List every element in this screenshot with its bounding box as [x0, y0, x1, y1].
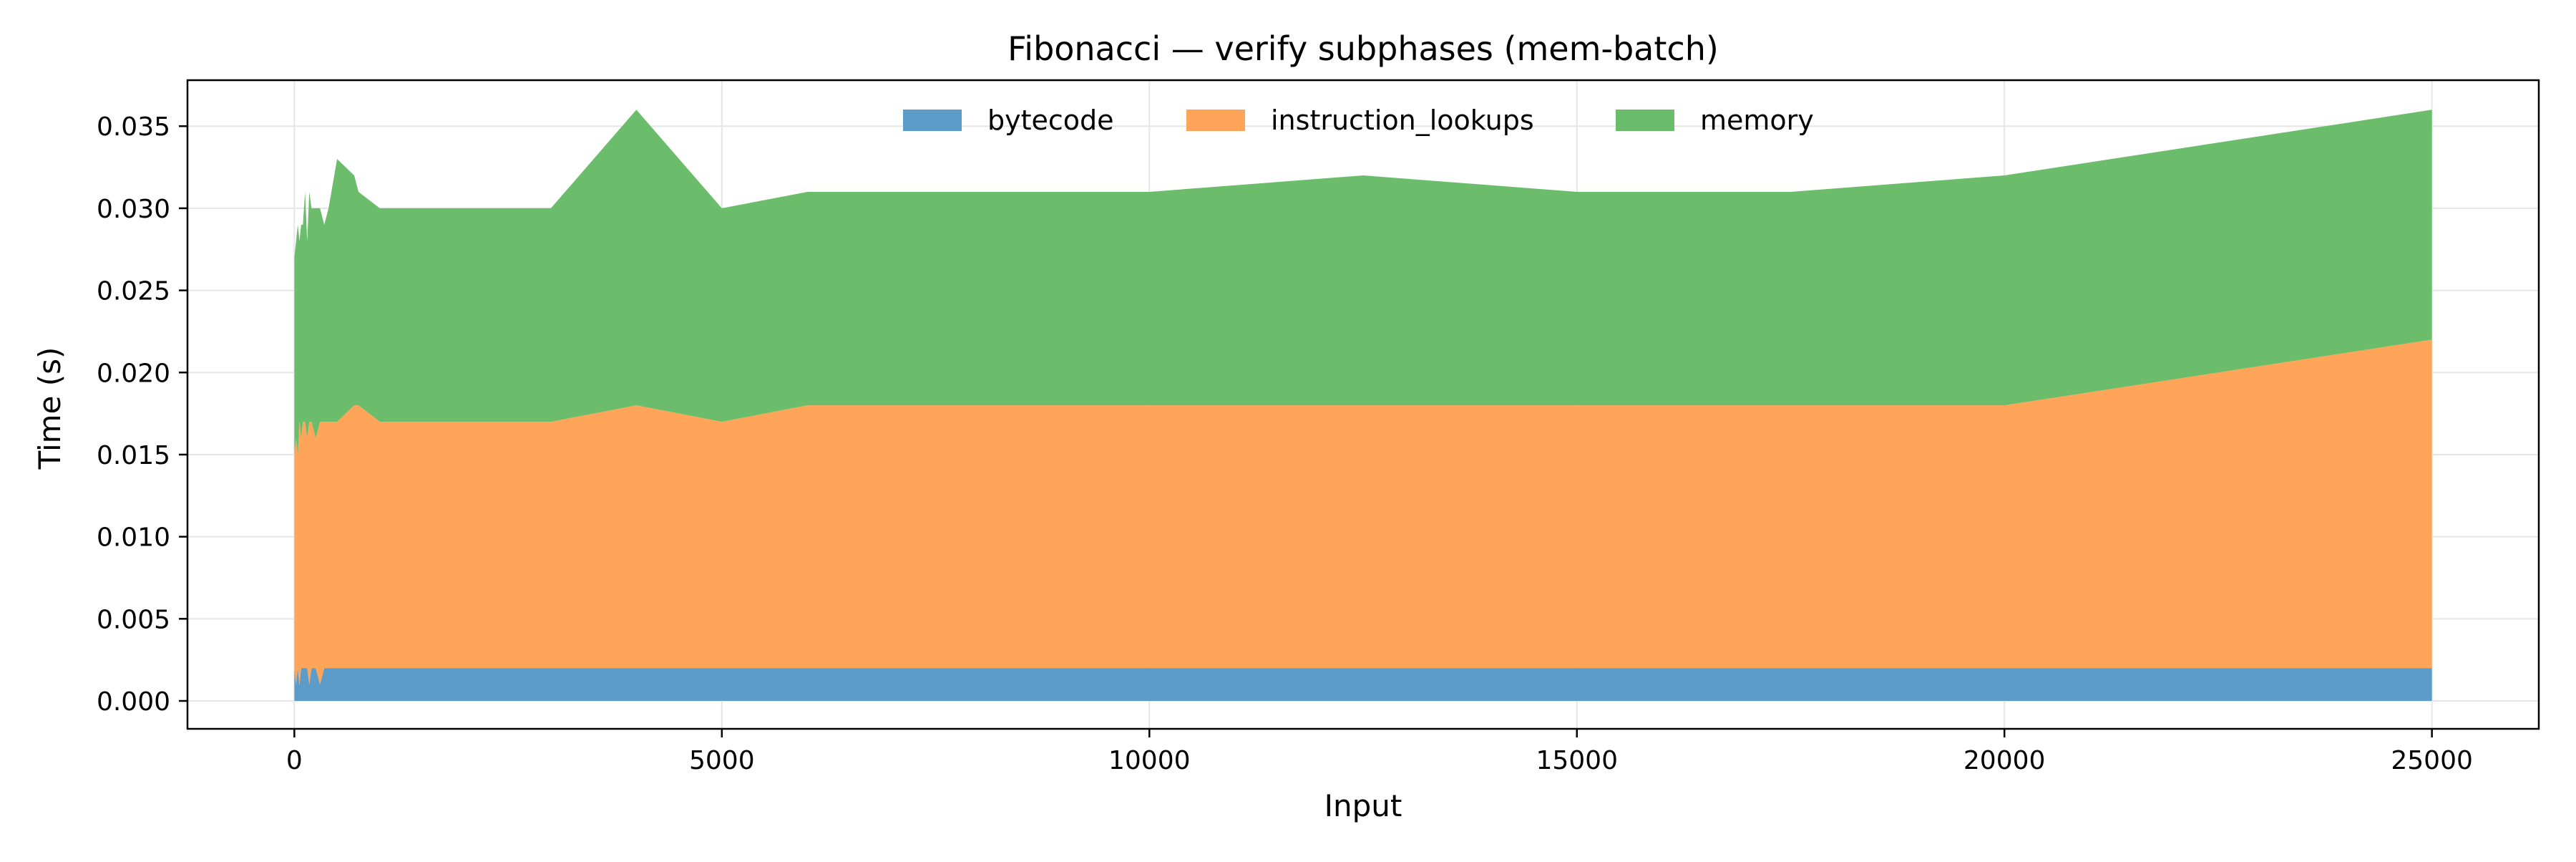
series-area-instruction-lookups [294, 339, 2432, 685]
legend-swatch [1186, 110, 1245, 131]
legend-label: memory [1700, 105, 1814, 136]
x-tick-label: 0 [286, 746, 303, 775]
x-tick-label: 15000 [1536, 746, 1618, 775]
legend-swatch [1616, 110, 1674, 131]
series-area-bytecode [294, 668, 2432, 702]
area-series [294, 110, 2432, 702]
y-tick-label: 0.030 [97, 195, 170, 224]
y-tick-label: 0.000 [97, 687, 170, 717]
y-axis-label: Time (s) [32, 347, 67, 470]
legend-label: bytecode [987, 105, 1114, 136]
y-tick-label: 0.005 [97, 605, 170, 634]
plot-frame [186, 79, 2540, 730]
series-area-memory [294, 110, 2432, 455]
y-tick-label: 0.020 [97, 359, 170, 388]
legend: bytecode instruction_lookups memory [903, 105, 1814, 136]
y-tick-label: 0.025 [97, 277, 170, 306]
legend-item-memory: memory [1616, 105, 1814, 136]
x-axis-label: Input [1324, 788, 1402, 823]
legend-swatch [903, 110, 962, 131]
y-tick-label: 0.015 [97, 441, 170, 470]
legend-label: instruction_lookups [1271, 105, 1534, 136]
x-tick-label: 10000 [1108, 746, 1191, 775]
chart-title: Fibonacci — verify subphases (mem-batch) [1008, 29, 1719, 68]
legend-item-instruction-lookups: instruction_lookups [1186, 105, 1534, 136]
legend-item-bytecode: bytecode [903, 105, 1114, 136]
x-tick-label: 20000 [1963, 746, 2046, 775]
y-tick-label: 0.035 [97, 112, 170, 142]
x-tick-label: 5000 [689, 746, 755, 775]
x-tick-label: 25000 [2391, 746, 2473, 775]
y-tick-label: 0.010 [97, 523, 170, 553]
axis-ticks: 0 5000 10000 15000 20000 25000 0.000 0.005 0.010… [97, 112, 2473, 775]
